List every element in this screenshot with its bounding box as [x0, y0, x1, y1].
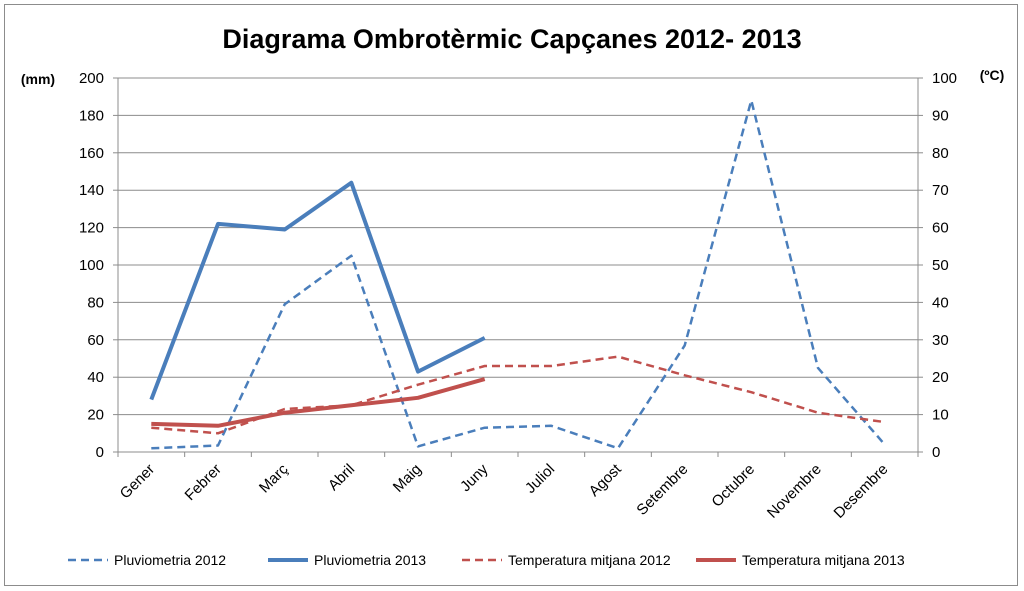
x-axis-ticks: Gener Febrer Març Abril Maig Juny Juliol Agost S… [117, 460, 892, 522]
left-tick-label: 160 [79, 145, 104, 162]
right-tick-label: 10 [932, 407, 949, 424]
right-tick-label: 30 [932, 332, 949, 349]
left-tick-label: 100 [79, 257, 104, 274]
legend-label-0: Pluviometria 2012 [114, 552, 226, 568]
left-tick-label: 120 [79, 220, 104, 237]
left-tick-label: 0 [96, 444, 104, 461]
right-tick-label: 90 [932, 107, 949, 124]
left-tick-label: 140 [79, 182, 104, 199]
left-axis-ticks: 0 20 40 60 80 100 120 140 160 180 200 [79, 70, 104, 461]
left-tick-label: 20 [87, 407, 104, 424]
right-axis-ticks: 0 10 20 30 40 50 60 70 80 90 100 [932, 70, 957, 461]
left-tick-label: 80 [87, 294, 104, 311]
legend-label-1: Pluviometria 2013 [314, 552, 426, 568]
legend-label-2: Temperatura mitjana 2012 [508, 552, 671, 568]
x-tick-label: Desembre [831, 461, 892, 522]
series-lines [149, 99, 886, 450]
x-tick-label: Octubre [708, 461, 758, 511]
right-tick-label: 80 [932, 145, 949, 162]
right-tick-label: 20 [932, 369, 949, 386]
series-line-2 [151, 355, 885, 435]
grid-lines [118, 77, 918, 453]
left-tick-label: 60 [87, 332, 104, 349]
left-tick-label: 40 [87, 369, 104, 386]
x-tick-label: Maig [390, 461, 425, 496]
legend-label-3: Temperatura mitjana 2013 [742, 552, 905, 568]
left-axis-unit: (mm) [21, 71, 55, 87]
x-tick-label: Juny [457, 460, 492, 495]
chart-title: Diagrama Ombrotèrmic Capçanes 2012- 2013 [222, 24, 801, 54]
chart-frame [4, 4, 1018, 586]
series-line-3 [151, 377, 486, 428]
legend: Pluviometria 2012 Pluviometria 2013 Temper… [68, 552, 905, 568]
right-tick-label: 40 [932, 294, 949, 311]
right-tick-label: 0 [932, 444, 940, 461]
x-tick-label: Juliol [522, 461, 558, 497]
x-tick-label: Abril [325, 461, 358, 494]
right-tick-label: 70 [932, 182, 949, 199]
x-tick-label: Setembre [633, 461, 691, 519]
right-tick-label: 100 [932, 70, 957, 87]
left-tick-label: 200 [79, 70, 104, 87]
x-tick-label: Novembre [764, 461, 825, 522]
series-line-1 [149, 180, 486, 401]
right-tick-label: 50 [932, 257, 949, 274]
series-line-0 [151, 99, 886, 450]
left-tick-label: 180 [79, 107, 104, 124]
right-axis-unit: (ºC) [980, 67, 1005, 83]
x-tick-label: Febrer [182, 461, 225, 504]
axes [113, 77, 923, 457]
right-tick-label: 60 [932, 220, 949, 237]
x-tick-label: Gener [117, 461, 159, 503]
x-tick-label: Agost [586, 460, 626, 500]
x-tick-label: Març [256, 460, 292, 496]
